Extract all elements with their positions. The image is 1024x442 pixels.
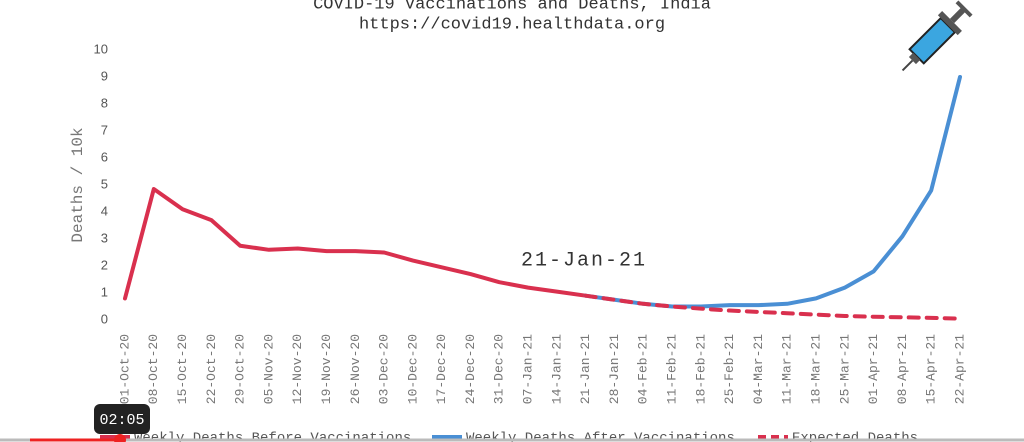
y-tick-label: 7 [101, 122, 108, 137]
syringe-icon [901, 0, 973, 72]
x-tick-label: 15-Oct-20 [175, 334, 190, 404]
x-tick-label: 05-Nov-20 [261, 334, 276, 404]
x-tick-label: 04-Feb-21 [636, 334, 651, 404]
x-tick-label: 10-Dec-20 [405, 334, 420, 404]
y-tick-label: 5 [101, 176, 108, 191]
legend-label: Weekly Deaths After Vaccinations [466, 431, 735, 442]
y-tick-label: 6 [101, 149, 108, 164]
x-tick-label: 08-Apr-21 [895, 334, 910, 404]
y-tick-label: 2 [101, 257, 108, 272]
x-tick-label: 08-Oct-20 [146, 334, 161, 404]
y-tick-label: 0 [101, 311, 108, 326]
x-tick-label: 03-Dec-20 [377, 334, 392, 404]
timestamp-box [94, 404, 150, 434]
x-tick-label: 21-Jan-21 [578, 334, 593, 404]
x-tick-label: 01-Oct-20 [117, 334, 132, 404]
legend-label: Expected Deaths [792, 431, 918, 442]
x-tick-label: 07-Jan-21 [521, 334, 536, 404]
chart-title: COVID-19 Vaccinations and Deaths, India [313, 0, 711, 14]
x-tick-label: 26-Nov-20 [348, 334, 363, 404]
x-tick-label: 29-Oct-20 [233, 334, 248, 404]
x-tick-label: 11-Mar-21 [780, 334, 795, 404]
y-axis-label: Deaths / 10k [69, 127, 87, 242]
x-tick-label: 18-Feb-21 [693, 334, 708, 404]
x-tick-label: 12-Nov-20 [290, 334, 305, 404]
x-tick-label: 19-Nov-20 [319, 334, 334, 404]
y-tick-label: 9 [101, 68, 108, 83]
y-tick-label: 1 [101, 284, 108, 299]
x-tick-label: 15-Apr-21 [924, 334, 939, 404]
y-tick-label: 8 [101, 95, 108, 110]
x-tick-label: 22-Oct-20 [204, 334, 219, 404]
chart-subtitle: https://covid19.healthdata.org [359, 15, 665, 34]
x-tick-label: 28-Jan-21 [607, 334, 622, 404]
y-tick-label: 3 [101, 230, 108, 245]
x-tick-label: 18-Mar-21 [808, 334, 823, 404]
x-tick-label: 24-Dec-20 [463, 334, 478, 404]
annotation: 21-Jan-21 [521, 249, 647, 272]
x-tick-label: 17-Dec-20 [434, 334, 449, 404]
series-line [583, 293, 962, 321]
x-tick-label: 01-Apr-21 [866, 334, 881, 404]
x-tick-label: 14-Jan-21 [549, 334, 564, 404]
legend-label: Weekly Deaths Before Vaccinations [134, 431, 411, 442]
progress-handle[interactable] [114, 434, 126, 442]
x-tick-label: 11-Feb-21 [665, 334, 680, 404]
timestamp: 02:05 [99, 412, 144, 429]
y-tick-label: 4 [101, 203, 108, 218]
x-tick-label: 25-Mar-21 [837, 334, 852, 404]
x-tick-label: 25-Feb-21 [722, 334, 737, 404]
x-tick-label: 22-Apr-21 [952, 334, 967, 404]
x-tick-label: 31-Dec-20 [492, 334, 507, 404]
y-tick-label: 10 [94, 41, 108, 56]
x-tick-label: 04-Mar-21 [751, 334, 766, 404]
series-line [123, 187, 588, 301]
